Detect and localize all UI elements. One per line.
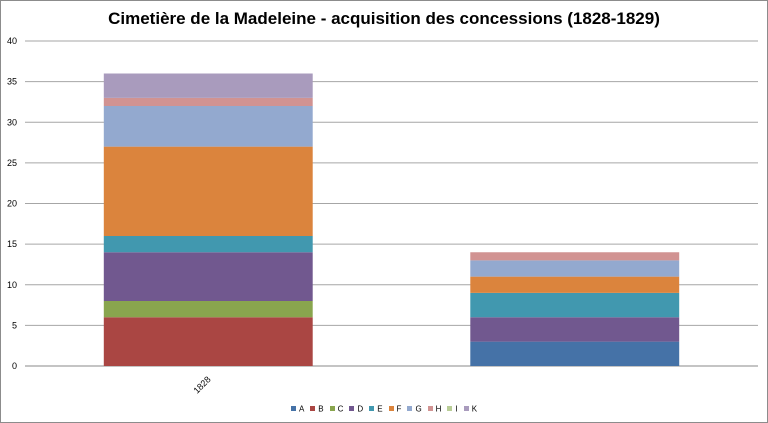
y-tick-label: 10	[7, 280, 17, 290]
bar-segment-e	[103, 236, 313, 253]
legend-label: B	[318, 404, 324, 414]
y-tick-label: 5	[12, 320, 17, 330]
legend-swatch	[329, 406, 335, 412]
bar-segment-a	[470, 341, 680, 366]
y-tick-label: 25	[7, 158, 17, 168]
legend-item: G	[407, 404, 422, 414]
bar-segment-e	[470, 292, 680, 318]
bar-segment-g	[470, 260, 680, 277]
legend-swatch	[290, 406, 296, 412]
bar-segment-k	[103, 73, 313, 98]
legend-label: K	[471, 404, 478, 414]
legend-item: H	[427, 404, 442, 414]
bar-segment-b	[103, 317, 313, 366]
legend-item: I	[447, 404, 458, 414]
legend-swatch	[447, 406, 453, 412]
legend-label: D	[357, 404, 364, 414]
bar-segment-g	[103, 106, 313, 147]
bar-segment-d	[470, 317, 680, 342]
y-tick-label: 20	[7, 199, 17, 209]
legend-swatch	[349, 406, 355, 412]
legend-item: C	[329, 404, 344, 414]
y-tick-label: 40	[7, 36, 17, 46]
legend-label: A	[298, 404, 305, 414]
legend-swatch	[310, 406, 316, 412]
legend-label: C	[337, 404, 344, 414]
chart-title: Cimetière de la Madeleine - acquisition …	[108, 9, 660, 28]
legend-label: F	[396, 404, 402, 414]
x-tick-label: 1828	[191, 374, 212, 395]
legend-swatch	[427, 406, 433, 412]
bar-segment-d	[103, 252, 313, 301]
legend-label: I	[455, 404, 458, 414]
y-tick-label: 30	[7, 117, 17, 127]
bar-segment-f	[470, 276, 680, 293]
legend-swatch	[407, 406, 413, 412]
bar-segment-h	[470, 252, 680, 261]
bar-segment-c	[103, 301, 313, 318]
legend-swatch	[369, 406, 375, 412]
legend-item: A	[290, 404, 305, 414]
y-tick-label: 15	[7, 239, 17, 249]
y-tick-label: 0	[12, 361, 17, 371]
legend-label: G	[415, 404, 422, 414]
legend-swatch	[463, 406, 469, 412]
legend-item: B	[310, 404, 324, 414]
legend-item: F	[388, 404, 402, 414]
bar-segment-h	[103, 97, 313, 106]
legend-label: E	[377, 404, 383, 414]
legend-swatch	[388, 406, 394, 412]
bar-segment-f	[103, 146, 313, 236]
legend-item: E	[369, 404, 383, 414]
legend-item: K	[463, 404, 478, 414]
y-tick-label: 35	[7, 77, 17, 87]
legend-label: H	[435, 404, 442, 414]
legend-item: D	[349, 404, 363, 413]
